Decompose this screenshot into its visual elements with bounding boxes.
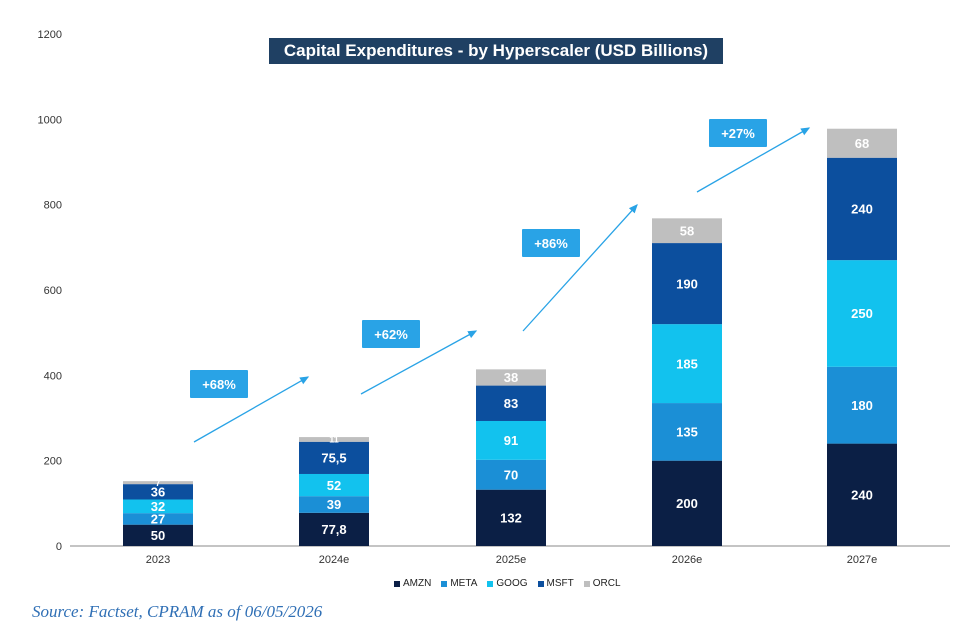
bar-segment-meta xyxy=(476,459,546,490)
legend-item-goog: GOOG xyxy=(487,578,528,589)
growth-badge-label: +27% xyxy=(721,126,755,141)
legend-label: META xyxy=(450,578,478,589)
data-label: 190 xyxy=(676,276,698,291)
y-tick-label: 1200 xyxy=(38,29,62,41)
growth-badge xyxy=(362,320,420,348)
y-tick-label: 1000 xyxy=(38,114,62,126)
source-note: Source: Factset, CPRAM as of 06/05/2026 xyxy=(32,602,323,621)
bar-segment-amzn xyxy=(652,460,722,546)
y-tick-label: 400 xyxy=(44,370,62,382)
bar-segment-orcl xyxy=(299,437,369,442)
bar-segment-msft xyxy=(299,441,369,474)
x-tick-label: 2025e xyxy=(496,554,527,566)
bar-segment-msft xyxy=(652,243,722,325)
legend-item-meta: META xyxy=(441,578,477,589)
legend-swatch xyxy=(537,580,544,587)
data-label: 38 xyxy=(504,370,518,385)
bar-segment-goog xyxy=(476,420,546,460)
bar-segment-goog xyxy=(299,473,369,497)
bar-segment-amzn xyxy=(476,489,546,546)
bar-segment-msft xyxy=(123,484,193,500)
legend-swatch xyxy=(487,580,494,587)
bar-segment-msft xyxy=(476,385,546,421)
bar-segment-goog xyxy=(827,260,897,367)
data-label: 250 xyxy=(851,306,873,321)
data-label: 39 xyxy=(327,497,341,512)
legend-label: MSFT xyxy=(546,578,574,589)
x-tick-label: 2027e xyxy=(847,554,878,566)
bar-segment-amzn xyxy=(827,443,897,546)
data-label: 32 xyxy=(151,499,165,514)
data-label: 135 xyxy=(676,425,698,440)
x-tick-label: 2023 xyxy=(146,554,170,566)
growth-badge xyxy=(190,370,248,398)
legend-swatch xyxy=(583,580,590,587)
legend-label: GOOG xyxy=(496,578,528,589)
data-label: 58 xyxy=(680,223,694,238)
bar-segment-orcl xyxy=(123,481,193,485)
data-label: 36 xyxy=(151,484,165,499)
legend-item-orcl: ORCL xyxy=(583,578,621,589)
data-label: 185 xyxy=(676,356,698,371)
bar-segment-orcl xyxy=(652,218,722,244)
x-tick-label: 2024e xyxy=(319,554,350,566)
x-tick-label: 2026e xyxy=(672,554,703,566)
legend-label: AMZN xyxy=(403,578,432,589)
data-label: 180 xyxy=(851,398,873,413)
bar-segment-meta xyxy=(827,366,897,444)
growth-badge xyxy=(709,119,767,147)
bar-segment-goog xyxy=(652,324,722,404)
y-tick-label: 800 xyxy=(44,200,62,212)
data-label: 75,5 xyxy=(321,451,346,466)
data-label: 77,8 xyxy=(321,522,346,537)
data-label: 27 xyxy=(151,512,165,527)
legend-swatch xyxy=(441,580,448,587)
bar-segment-msft xyxy=(827,157,897,261)
data-label: 200 xyxy=(676,496,698,511)
legend-swatch xyxy=(394,580,400,587)
growth-arrow xyxy=(360,330,478,395)
bar-segment-amzn xyxy=(123,524,193,546)
growth-arrow xyxy=(696,127,811,193)
bar-segment-orcl xyxy=(827,128,897,158)
data-label: 240 xyxy=(851,487,873,502)
chart-legend: AMZN META GOOG MSFT ORCL xyxy=(394,578,621,589)
data-label: 240 xyxy=(851,202,873,217)
data-label: 52 xyxy=(327,478,341,493)
bar-segment-meta xyxy=(299,496,369,513)
legend-item-msft: MSFT xyxy=(537,578,574,589)
growth-badge-label: +68% xyxy=(202,377,236,392)
bar-segment-goog xyxy=(123,499,193,514)
data-label: 132 xyxy=(500,511,522,526)
y-tick-label: 0 xyxy=(56,541,62,553)
bar-segment-meta xyxy=(123,513,193,525)
y-tick-label: 200 xyxy=(44,456,62,468)
y-tick-label: 600 xyxy=(44,285,62,297)
growth-arrow xyxy=(193,376,310,443)
bar-segment-orcl xyxy=(476,369,546,386)
legend-label: ORCL xyxy=(592,578,621,589)
growth-badge-label: +86% xyxy=(534,236,568,251)
data-label: 11 xyxy=(329,435,339,445)
growth-badge-label: +62% xyxy=(374,327,408,342)
bar-segment-meta xyxy=(652,403,722,461)
growth-arrow xyxy=(522,204,638,332)
data-label: 91 xyxy=(504,433,518,448)
data-label: 50 xyxy=(151,528,165,543)
data-label: 7 xyxy=(155,478,160,488)
bar-segment-amzn xyxy=(299,512,369,546)
legend-item-amzn: AMZN xyxy=(394,578,431,589)
growth-badge xyxy=(522,229,580,257)
data-label: 83 xyxy=(504,396,518,411)
data-label: 68 xyxy=(855,136,869,151)
chart-title: Capital Expenditures - by Hyperscaler (U… xyxy=(269,38,723,64)
data-label: 70 xyxy=(504,467,518,482)
